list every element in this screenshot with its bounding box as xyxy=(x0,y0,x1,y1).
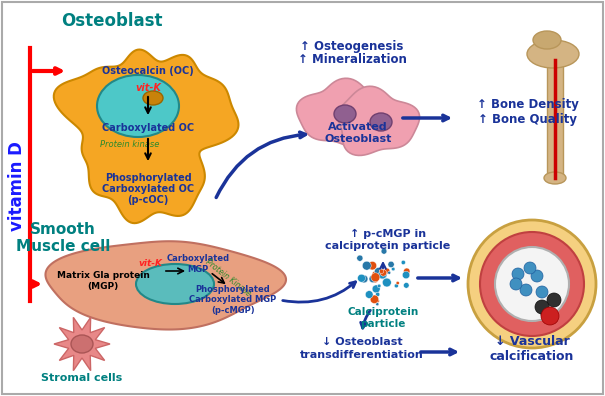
Circle shape xyxy=(536,286,548,298)
Circle shape xyxy=(374,267,383,276)
Text: Carboxylated
MGP: Carboxylated MGP xyxy=(166,254,229,274)
Circle shape xyxy=(371,273,380,282)
Circle shape xyxy=(376,303,379,306)
Circle shape xyxy=(371,275,379,283)
Ellipse shape xyxy=(136,264,214,304)
Circle shape xyxy=(388,261,394,268)
Circle shape xyxy=(547,293,561,307)
Text: Osteoblast: Osteoblast xyxy=(61,12,163,30)
Polygon shape xyxy=(338,86,420,156)
Circle shape xyxy=(384,268,390,274)
Circle shape xyxy=(404,283,409,288)
Text: Osteocalcin (OC): Osteocalcin (OC) xyxy=(102,66,194,76)
Text: ↑ p-cMGP in: ↑ p-cMGP in xyxy=(350,229,426,239)
Text: Smooth
Muscle cell: Smooth Muscle cell xyxy=(16,222,110,254)
Circle shape xyxy=(357,255,363,261)
Text: Phosphorylated: Phosphorylated xyxy=(105,173,191,183)
Ellipse shape xyxy=(334,105,356,123)
Text: ↑ Mineralization: ↑ Mineralization xyxy=(298,53,407,65)
Ellipse shape xyxy=(97,75,179,137)
Circle shape xyxy=(541,307,559,325)
Text: ↓ Osteoblast: ↓ Osteoblast xyxy=(322,337,402,347)
Polygon shape xyxy=(45,241,286,329)
Circle shape xyxy=(362,261,371,270)
Text: vit-K: vit-K xyxy=(138,259,162,268)
Circle shape xyxy=(396,282,399,285)
Circle shape xyxy=(378,270,387,279)
Ellipse shape xyxy=(527,40,579,68)
Ellipse shape xyxy=(71,335,93,353)
Text: transdifferentiation: transdifferentiation xyxy=(300,350,424,360)
Text: Activated
Osteoblast: Activated Osteoblast xyxy=(324,122,391,144)
Text: Calciprotein
particle: Calciprotein particle xyxy=(347,307,419,329)
Circle shape xyxy=(372,271,378,278)
Circle shape xyxy=(369,275,376,283)
Circle shape xyxy=(378,284,381,288)
Text: vitamin D: vitamin D xyxy=(8,141,26,231)
Ellipse shape xyxy=(370,113,392,131)
Text: calciprotein particle: calciprotein particle xyxy=(325,241,451,251)
Circle shape xyxy=(404,268,410,274)
Circle shape xyxy=(391,267,395,271)
Circle shape xyxy=(358,274,365,282)
Circle shape xyxy=(480,232,584,336)
Circle shape xyxy=(376,299,379,303)
Circle shape xyxy=(382,278,391,287)
Text: Phosphorylated
Carboxylated MGP
(p-cMGP): Phosphorylated Carboxylated MGP (p-cMGP) xyxy=(189,285,276,315)
Ellipse shape xyxy=(533,31,561,49)
Text: Matrix Gla protein
(MGP): Matrix Gla protein (MGP) xyxy=(56,271,149,291)
Text: (p-cOC): (p-cOC) xyxy=(127,195,169,205)
Circle shape xyxy=(376,292,380,297)
Circle shape xyxy=(360,275,368,283)
Circle shape xyxy=(370,295,379,303)
Polygon shape xyxy=(54,50,238,223)
Circle shape xyxy=(383,278,390,285)
Text: ↑ Bone Density: ↑ Bone Density xyxy=(477,97,579,110)
Circle shape xyxy=(388,271,391,274)
Text: ↓ Vascular
calcification: ↓ Vascular calcification xyxy=(490,335,574,363)
Circle shape xyxy=(381,248,387,254)
Text: Protein Kinase: Protein Kinase xyxy=(204,257,252,299)
Circle shape xyxy=(379,269,384,274)
Text: Stromal cells: Stromal cells xyxy=(41,373,123,383)
Circle shape xyxy=(365,291,373,299)
Text: Protein kinase: Protein kinase xyxy=(100,139,160,148)
Circle shape xyxy=(535,300,549,314)
Circle shape xyxy=(372,285,380,293)
Text: Carboxylated OC: Carboxylated OC xyxy=(102,184,194,194)
Circle shape xyxy=(468,220,596,348)
Polygon shape xyxy=(296,78,378,147)
Circle shape xyxy=(512,268,524,280)
Circle shape xyxy=(510,278,522,290)
Circle shape xyxy=(401,260,405,265)
Circle shape xyxy=(531,270,543,282)
Polygon shape xyxy=(54,317,110,371)
Circle shape xyxy=(402,271,410,279)
Circle shape xyxy=(520,284,532,296)
Circle shape xyxy=(368,261,377,270)
Text: ↑ Bone Quality: ↑ Bone Quality xyxy=(479,112,578,126)
Bar xyxy=(547,60,563,178)
Circle shape xyxy=(495,247,569,321)
Ellipse shape xyxy=(544,172,566,184)
Circle shape xyxy=(541,307,555,321)
Circle shape xyxy=(524,262,536,274)
Circle shape xyxy=(394,284,398,288)
Text: Carboxylated OC: Carboxylated OC xyxy=(102,123,194,133)
Circle shape xyxy=(378,270,387,279)
Circle shape xyxy=(379,269,384,274)
Ellipse shape xyxy=(143,91,163,105)
Circle shape xyxy=(380,270,387,276)
Text: vit-K: vit-K xyxy=(135,83,161,93)
Text: ↑ Osteogenesis: ↑ Osteogenesis xyxy=(300,40,404,53)
